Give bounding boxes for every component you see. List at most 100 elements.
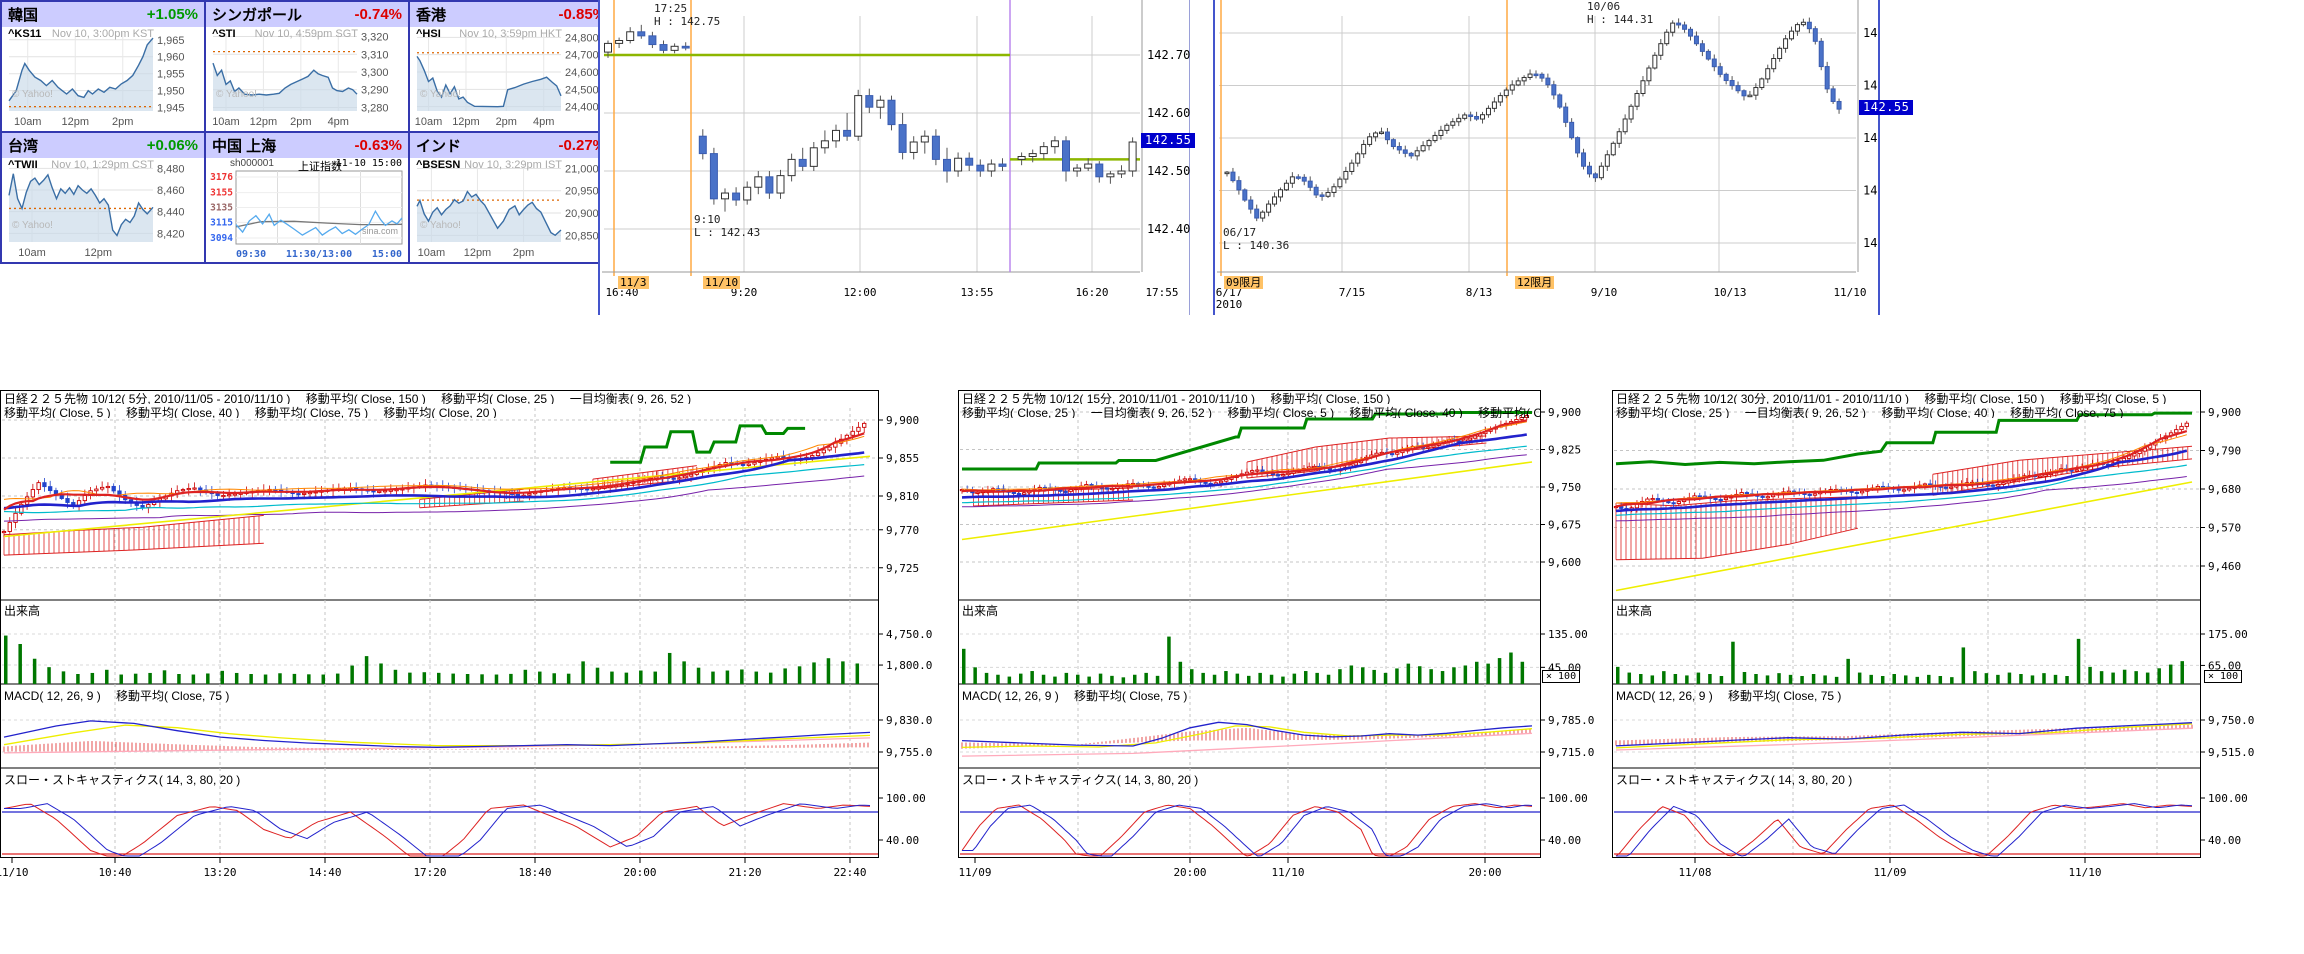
- mini-chart-body: ^BSESN Nov 10, 3:29pm IST 21,000 20,950 20…: [410, 158, 612, 262]
- svg-text:11/10: 11/10: [2068, 866, 2101, 879]
- last-price-tag: 142.55: [1859, 100, 1914, 115]
- svg-text:9,900: 9,900: [1548, 406, 1581, 419]
- mini-chart-singapore[interactable]: シンガポール -0.74% ^STI Nov 10, 4:59pm SGT 3,…: [206, 2, 410, 133]
- svg-text:142.40: 142.40: [1147, 222, 1190, 236]
- contract-month-marker: 12限月: [1515, 276, 1555, 289]
- svg-text:135.00: 135.00: [1548, 628, 1588, 641]
- svg-text:10/13: 10/13: [1713, 286, 1746, 299]
- svg-text:3,320: 3,320: [361, 32, 389, 44]
- svg-text:100.00: 100.00: [1548, 792, 1588, 805]
- mini-chart-hongkong[interactable]: 香港 -0.85% ^HSI Nov 10, 3:59pm HKT 24,800…: [410, 2, 614, 133]
- mini-chart-shanghai[interactable]: 中国 上海 -0.63% sh000001 上证指数 11-10 15:00 3…: [206, 133, 410, 264]
- svg-text:3,310: 3,310: [361, 49, 389, 61]
- svg-text:9,675: 9,675: [1548, 519, 1581, 532]
- svg-text:10am: 10am: [18, 247, 46, 259]
- svg-text:142.00: 142.00: [1863, 131, 1878, 145]
- svg-text:13:20: 13:20: [203, 866, 236, 879]
- svg-text:100.00: 100.00: [886, 792, 926, 805]
- svg-text:9,600: 9,600: [1548, 556, 1581, 569]
- nikkei-15min-canvas[interactable]: 9,9009,8259,7509,6759,600135.0045.009,78…: [958, 390, 1612, 930]
- svg-text:1,945: 1,945: [157, 103, 185, 115]
- quote-timestamp: Nov 10, 1:29pm CST: [51, 159, 154, 171]
- market-name: シンガポール: [212, 7, 303, 24]
- market-change-badge: -0.63%: [354, 137, 402, 154]
- yahoo-watermark: © Yahoo!: [216, 89, 257, 100]
- svg-text:20,900: 20,900: [565, 208, 599, 220]
- market-name: インド: [416, 138, 462, 155]
- yahoo-watermark: © Yahoo!: [420, 220, 461, 231]
- stochastics-panel-label: スロー・ストキャスティクス( 14, 3, 80, 20 ): [4, 773, 241, 787]
- fx-intraday-canvas[interactable]: 142.70 142.60 142.50 142.40 16:40 9:20 12:00 13…: [600, 0, 1190, 315]
- svg-text:7/15: 7/15: [1339, 286, 1366, 299]
- volume-panel-label: 出来高: [962, 604, 999, 618]
- svg-text:4pm: 4pm: [533, 116, 554, 128]
- nikkei-5min-chart[interactable]: 日経２２５先物 10/12( 5分, 2010/11/05 - 2010/11/…: [0, 390, 955, 930]
- ticker-symbol: ^HSI: [416, 28, 441, 40]
- market-change-badge: -0.74%: [354, 6, 402, 23]
- svg-text:3176: 3176: [210, 172, 233, 183]
- svg-text:21,000: 21,000: [565, 163, 599, 175]
- svg-text:20,950: 20,950: [565, 186, 599, 198]
- high-annotation: 10/06 H : 144.31: [1587, 0, 1654, 26]
- chart-title-line1: 日経２２５先物 10/12( 5分, 2010/11/05 - 2010/11/…: [4, 392, 692, 404]
- chart-title-line2: 移動平均( Close, 25 ) 一目均衡表( 9, 26, 52 ) 移動平…: [1616, 406, 2124, 418]
- ticker-symbol: ^TWII: [8, 159, 38, 171]
- svg-text:12:00: 12:00: [843, 286, 876, 299]
- svg-text:20,850: 20,850: [565, 230, 599, 242]
- nikkei-15min-chart[interactable]: 日経２２５先物 10/12( 15分, 2010/11/01 - 2010/11…: [958, 390, 1612, 930]
- svg-text:20:00: 20:00: [623, 866, 656, 879]
- quote-timestamp: Nov 10, 3:00pm KST: [51, 28, 154, 40]
- svg-text:2pm: 2pm: [290, 116, 311, 128]
- ticker-symbol: ^BSESN: [416, 159, 461, 171]
- svg-text:12pm: 12pm: [250, 116, 278, 128]
- svg-text:18:40: 18:40: [518, 866, 551, 879]
- svg-text:17:55: 17:55: [1145, 286, 1178, 299]
- svg-text:2pm: 2pm: [513, 247, 534, 259]
- chart-title-line2: 移動平均( Close, 25 ) 一目均衡表( 9, 26, 52 ) 移動平…: [962, 406, 1540, 418]
- macd-panel-label: MACD( 12, 26, 9 ) 移動平均( Close, 75 ): [4, 689, 230, 703]
- svg-text:9,680: 9,680: [2208, 483, 2241, 496]
- fx-daily-canvas[interactable]: 144.00 143.00 142.00 141.00 140.00 6/17 7/15 8/…: [1215, 0, 1878, 315]
- india-chart-canvas[interactable]: 21,000 20,950 20,900 20,850 10am 12pm 2pm: [410, 158, 614, 262]
- stochastics-panel-label: スロー・ストキャスティクス( 14, 3, 80, 20 ): [962, 773, 1199, 787]
- svg-text:11/09: 11/09: [1873, 866, 1906, 879]
- svg-text:40.00: 40.00: [1548, 834, 1581, 847]
- fx-daily-chart[interactable]: 144.00 143.00 142.00 141.00 140.00 6/17 7/15 8/…: [1213, 0, 1914, 315]
- mini-chart-taiwan[interactable]: 台湾 +0.06% ^TWII Nov 10, 1:29pm CST 8,480…: [2, 133, 206, 264]
- nikkei-5min-canvas[interactable]: 9,900 9,855 9,810 9,770 9,725 4,750.0 1,800.0 9…: [0, 390, 955, 930]
- volume-panel-label: 出来高: [1616, 604, 1653, 618]
- nikkei-30min-chart[interactable]: 日経２２５先物 10/12( 30分, 2010/11/01 - 2010/11…: [1612, 390, 2304, 930]
- svg-text:8,460: 8,460: [157, 185, 185, 197]
- svg-text:141.00: 141.00: [1863, 184, 1878, 198]
- mini-chart-india[interactable]: インド -0.27% ^BSESN Nov 10, 3:29pm IST 21,…: [410, 133, 614, 264]
- svg-text:12pm: 12pm: [61, 116, 89, 128]
- low-annotation: 9:10 L : 142.43: [694, 213, 761, 239]
- svg-text:12pm: 12pm: [452, 116, 480, 128]
- svg-text:24,400: 24,400: [565, 102, 599, 114]
- taiwan-chart-canvas[interactable]: 8,480 8,460 8,440 8,420 10am 12pm: [2, 158, 206, 262]
- nikkei-30min-canvas[interactable]: 9,900 9,790 9,680 9,570 9,460 175.00 65.00 9,75…: [1612, 390, 2304, 930]
- svg-text:9,755.0: 9,755.0: [886, 746, 932, 759]
- hongkong-chart-canvas[interactable]: 24,800 24,700 24,600 24,500 24,400 10am 12pm 2p…: [410, 27, 614, 131]
- svg-text:2010: 2010: [1216, 298, 1243, 311]
- mini-chart-korea[interactable]: 韓国 +1.05% ^KS11 Nov 10, 3:00pm KST 1,965…: [2, 2, 206, 133]
- svg-text:24,700: 24,700: [565, 50, 599, 62]
- mini-chart-header: 韓国 +1.05%: [2, 2, 204, 27]
- fx-intraday-chart[interactable]: 142.70 142.60 142.50 142.40 16:40 9:20 12:00 13…: [598, 0, 1196, 315]
- svg-text:9,825: 9,825: [1548, 444, 1581, 457]
- world-markets-grid: 韓国 +1.05% ^KS11 Nov 10, 3:00pm KST 1,965…: [0, 0, 614, 264]
- singapore-chart-canvas[interactable]: 3,320 3,310 3,300 3,290 3,280 10am 12pm 2pm 4pm: [206, 27, 410, 131]
- ticker-symbol: ^STI: [212, 28, 236, 40]
- quote-timestamp: Nov 10, 3:59pm HKT: [459, 28, 562, 40]
- svg-text:12pm: 12pm: [464, 247, 492, 259]
- quote-timestamp: Nov 10, 3:29pm IST: [464, 159, 562, 171]
- date-marker: 11/10: [703, 276, 741, 289]
- market-change-badge: -0.85%: [558, 6, 606, 23]
- korea-chart-canvas[interactable]: 1,965 1,960 1,955 1,950 1,945 10am 12pm 2pm: [2, 27, 206, 131]
- ticker-symbol: ^KS11: [8, 28, 42, 40]
- svg-text:8,420: 8,420: [157, 228, 185, 240]
- svg-text:11:30/13:00: 11:30/13:00: [286, 249, 352, 260]
- svg-text:175.00: 175.00: [2208, 628, 2248, 641]
- svg-text:1,960: 1,960: [157, 52, 185, 64]
